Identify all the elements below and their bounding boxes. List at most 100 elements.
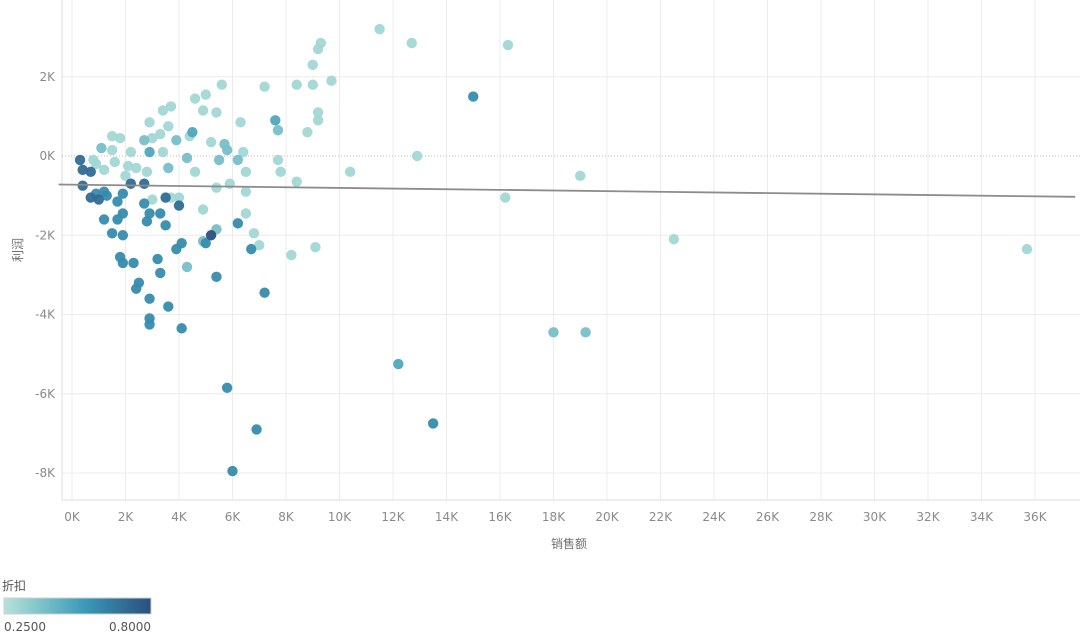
- data-points: [74, 24, 1033, 477]
- scatter-point: [155, 208, 166, 219]
- scatter-point: [128, 257, 139, 269]
- scatter-point: [205, 230, 217, 241]
- scatter-point: [181, 261, 193, 273]
- y-tick-label: 0K: [39, 149, 56, 163]
- scatter-point: [211, 182, 222, 193]
- scatter-point: [197, 105, 209, 116]
- x-tick-label: 8K: [278, 510, 295, 524]
- scatter-point: [580, 327, 591, 338]
- x-tick-label: 34K: [970, 510, 994, 524]
- scatter-point: [211, 271, 222, 283]
- scatter-point: [211, 107, 222, 118]
- scatter-point: [500, 192, 511, 203]
- y-tick-label: -6K: [35, 387, 56, 401]
- scatter-point: [85, 166, 96, 178]
- scatter-point: [272, 154, 284, 166]
- scatter-point: [246, 243, 257, 255]
- x-tick-label: 32K: [916, 510, 940, 524]
- scatter-point: [173, 192, 185, 203]
- scatter-point: [106, 130, 118, 142]
- scatter-point: [139, 198, 150, 209]
- x-tick-label: 14K: [435, 510, 459, 524]
- scatter-point: [248, 228, 260, 239]
- x-tick-label: 10K: [328, 510, 352, 524]
- scatter-point: [152, 253, 163, 265]
- scatter-point: [117, 188, 129, 199]
- legend-gradient-bar: [3, 597, 152, 615]
- x-tick-label: 28K: [809, 510, 833, 524]
- scatter-point: [171, 243, 182, 255]
- scatter-point: [238, 146, 249, 158]
- x-tick-label: 16K: [488, 510, 512, 524]
- scatter-point: [307, 79, 318, 90]
- scatter-point: [163, 162, 174, 174]
- scatter-point: [147, 194, 158, 205]
- scatter-point: [141, 216, 153, 227]
- scatter-point: [157, 146, 169, 158]
- scatter-point: [374, 24, 385, 35]
- scatter-point: [227, 465, 238, 477]
- scatter-point: [117, 230, 129, 241]
- scatter-point: [176, 323, 187, 334]
- y-tick-label: -8K: [35, 466, 56, 480]
- scatter-point: [259, 81, 270, 92]
- scatter-point: [189, 166, 201, 178]
- scatter-point: [259, 287, 270, 298]
- scatter-point: [85, 192, 96, 203]
- scatter-point: [144, 293, 155, 304]
- scatter-point: [326, 75, 337, 86]
- scatter-point: [125, 146, 137, 158]
- scatter-point: [251, 424, 262, 435]
- y-tick-label: 2K: [39, 70, 56, 84]
- scatter-point: [286, 249, 297, 261]
- scatter-point: [393, 358, 404, 370]
- scatter-point: [302, 127, 313, 138]
- y-tick-label: -2K: [35, 228, 56, 242]
- scatter-point: [144, 208, 155, 219]
- y-axis: 2K 0K -2K -4K -6K -8K: [35, 70, 56, 480]
- scatter-point: [117, 257, 129, 269]
- scatter-point: [200, 237, 211, 249]
- x-tick-label: 30K: [863, 510, 887, 524]
- scatter-point: [275, 166, 286, 178]
- scatter-point: [147, 132, 158, 144]
- x-tick-label: 22K: [649, 510, 673, 524]
- scatter-point: [181, 152, 193, 164]
- scatter-point: [312, 43, 324, 55]
- x-axis-title: 销售额: [551, 536, 587, 551]
- scatter-point: [144, 319, 155, 330]
- scatter-point: [98, 214, 110, 225]
- scatter-point: [88, 154, 99, 166]
- scatter-point: [200, 89, 211, 100]
- scatter-point: [155, 267, 166, 279]
- scatter-point: [117, 208, 129, 219]
- scatter-point: [77, 164, 88, 176]
- scatter-point: [109, 156, 121, 168]
- scatter-point: [411, 150, 423, 162]
- scatter-point: [310, 241, 321, 253]
- scatter-point: [240, 166, 252, 178]
- scatter-point: [114, 132, 126, 144]
- scatter-point: [668, 234, 680, 245]
- scatter-point: [235, 117, 246, 128]
- x-tick-label: 6K: [225, 510, 242, 524]
- scatter-point: [165, 101, 177, 112]
- scatter-point: [291, 79, 302, 90]
- scatter-point: [125, 178, 137, 189]
- grid-lines: [61, 0, 1080, 501]
- scatter-point: [106, 228, 118, 239]
- scatter-point: [548, 327, 559, 338]
- scatter-point: [221, 382, 233, 394]
- scatter-point: [173, 200, 185, 211]
- scatter-point: [312, 107, 324, 118]
- legend-title: 折扣: [2, 578, 26, 593]
- scatter-point: [144, 146, 155, 158]
- x-tick-label: 26K: [756, 510, 780, 524]
- scatter-point: [575, 170, 586, 182]
- scatter-point: [144, 117, 155, 128]
- x-tick-label: 12K: [381, 510, 405, 524]
- scatter-point: [93, 194, 104, 205]
- scatter-point: [240, 208, 252, 219]
- scatter-point: [312, 115, 324, 126]
